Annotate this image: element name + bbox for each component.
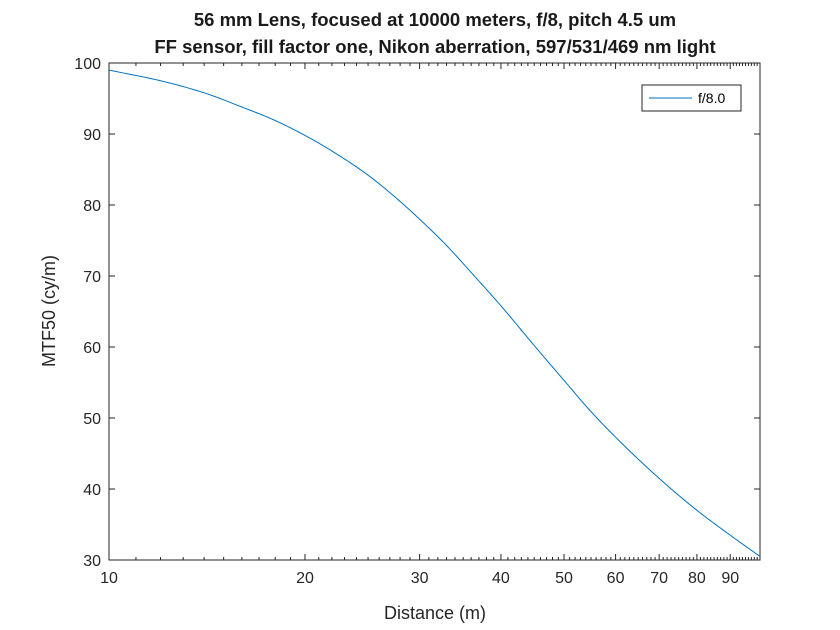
y-tick-label: 80 [83,198,101,215]
x-tick-label: 30 [411,570,429,587]
y-tick-label: 100 [74,56,101,73]
x-tick-label: 90 [721,570,739,587]
x-tick-label: 80 [688,570,706,587]
x-tick-label: 40 [492,570,510,587]
chart-title-line-2: FF sensor, fill factor one, Nikon aberra… [154,36,715,57]
x-tick-label: 70 [650,570,668,587]
x-tick-label: 60 [607,570,625,587]
y-tick-label: 40 [83,482,101,499]
x-tick-label: 50 [555,570,573,587]
x-axis: 10 20 30 40 50 60 70 80 90 [100,63,758,587]
y-tick-label: 30 [83,553,101,570]
y-tick-label: 90 [83,127,101,144]
plot-area [108,62,761,561]
x-tick-label: 20 [296,570,314,587]
series-line-f8 [108,69,761,557]
y-tick-label: 60 [83,340,101,357]
x-tick-label: 10 [100,570,118,587]
y-tick-label: 50 [83,411,101,428]
y-axis: 30 40 50 60 70 80 90 100 [74,56,760,570]
legend-label-f8: f/8.0 [698,90,725,106]
x-axis-label: Distance (m) [384,603,486,623]
y-tick-label: 70 [83,269,101,286]
chart-title-line-1: 56 mm Lens, focused at 10000 meters, f/8… [194,9,676,30]
legend: f/8.0 [641,84,742,112]
y-axis-label: MTF50 (cy/m) [39,255,59,367]
